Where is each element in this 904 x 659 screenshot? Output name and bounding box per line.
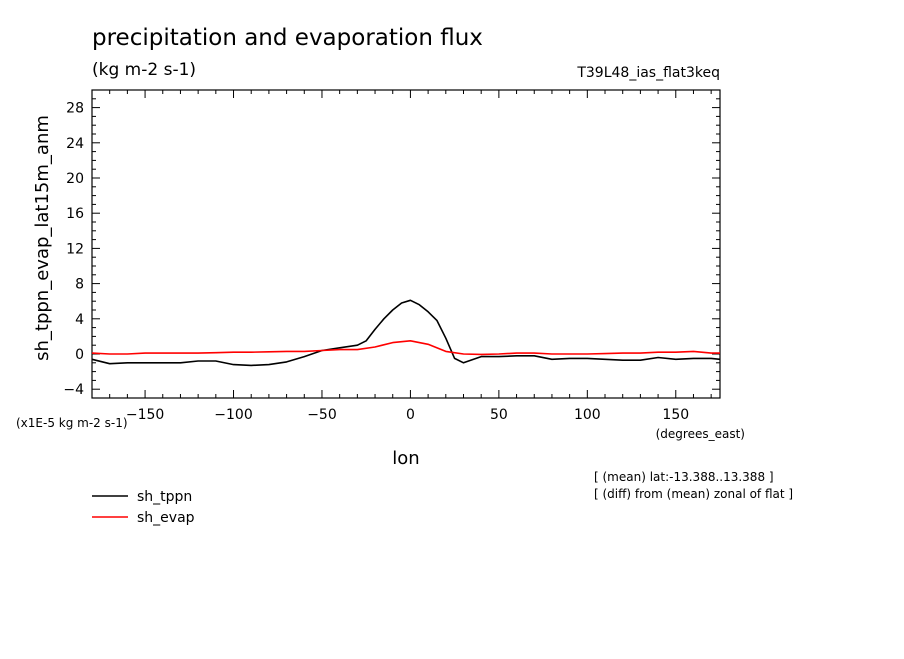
run-label: T39L48_ias_flat3keq	[576, 65, 720, 81]
chart-title: precipitation and evaporation flux	[92, 25, 483, 51]
x-tick-label: −100	[214, 407, 252, 423]
series-line-sh-tppn	[91, 299, 721, 367]
y-tick-label: 24	[66, 136, 84, 152]
y-tick-label: 12	[66, 241, 84, 257]
note-mean-lat: [ (mean) lat:-13.388..13.388 ]	[594, 470, 774, 484]
legend-label-sh-tppn: sh_tppn	[137, 489, 192, 505]
x-tick-label: −50	[307, 407, 337, 423]
y-tick-label: 0	[75, 347, 84, 363]
plot-frame	[91, 89, 721, 399]
y-axis-label: sh_tppn_evap_lat15m_anm	[32, 115, 53, 361]
legend: sh_tppn sh_evap	[92, 489, 195, 526]
x-tick-label: 150	[662, 407, 689, 423]
series-line-sh-evap	[91, 339, 720, 356]
x-tick-label: 100	[574, 407, 601, 423]
y-axis: −4 0 4 8 12 16 20 24 28	[63, 89, 720, 399]
y-tick-label: 4	[75, 312, 84, 328]
y-tick-label: 20	[66, 171, 84, 187]
y-tick-label: 28	[66, 101, 84, 117]
x-tick-label: 50	[490, 407, 508, 423]
series-lines	[91, 299, 721, 367]
legend-label-sh-evap: sh_evap	[137, 510, 195, 526]
note-diff-zonal: [ (diff) from (mean) zonal of flat ]	[594, 487, 793, 501]
y-tick-label: 16	[66, 206, 84, 222]
x-axis-units: (degrees_east)	[656, 427, 745, 441]
x-axis-label: lon	[392, 448, 419, 469]
y-tick-label: −4	[63, 382, 84, 398]
chart-subtitle: (kg m-2 s-1)	[92, 60, 196, 80]
y-axis-units: (x1E-5 kg m-2 s-1)	[16, 416, 128, 430]
x-axis: −150 −100 −50 0 50 100 150	[91, 90, 712, 423]
x-tick-label: −150	[126, 407, 164, 423]
y-tick-label: 8	[75, 277, 84, 293]
x-tick-label: 0	[406, 407, 415, 423]
